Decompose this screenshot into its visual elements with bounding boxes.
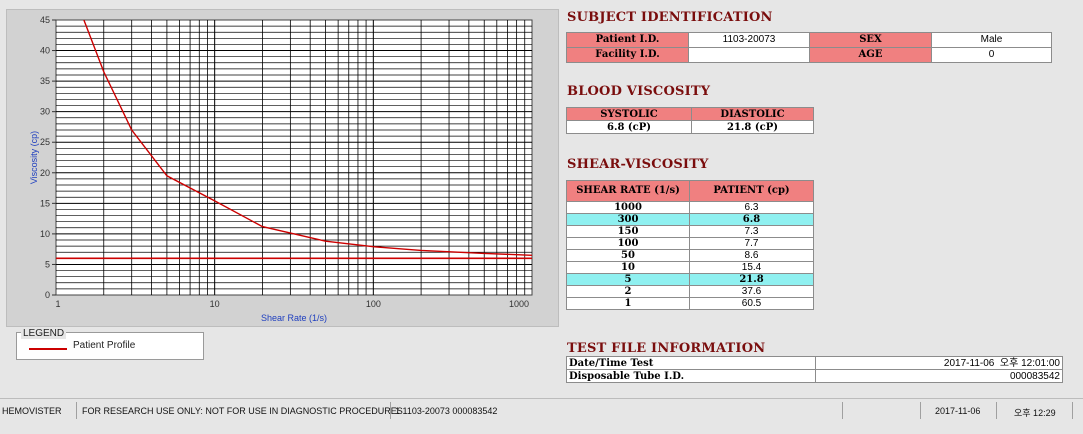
sex-value: Male	[931, 32, 1052, 48]
patient-cp-cell: 7.7	[689, 237, 814, 250]
y-tick-label: 0	[45, 290, 50, 300]
patient-cp-cell: 37.6	[689, 285, 814, 298]
y-tick-label: 20	[40, 168, 50, 178]
patient-cp-cell: 15.4	[689, 261, 814, 274]
shear-row: 100 7.7	[566, 237, 814, 250]
status-date: 2017-11-06	[935, 406, 981, 416]
series-line-patient-profile	[83, 19, 533, 256]
patient-cp-cell: 7.3	[689, 225, 814, 238]
tube-id-value: 000083542	[815, 369, 1063, 383]
shear-rate-cell: 100	[566, 237, 690, 250]
diastolic-label: DIASTOLIC	[691, 107, 814, 121]
subject-section-title: SUBJECT IDENTIFICATION	[567, 10, 773, 25]
shear-rate-cell: 150	[566, 225, 690, 238]
chart-panel: 0 5 10 15 20 25 30 35 40 45 1 10 100 1000 Shear Rate (…	[6, 9, 559, 327]
x-tick-label: 1	[55, 299, 60, 309]
status-bar	[0, 400, 1083, 422]
facility-id-label: Facility I.D.	[566, 47, 689, 63]
shear-viscosity-table: SHEAR RATE (1/s) PATIENT (cp) 1000 6.3 300…	[566, 180, 814, 310]
status-bar-top-border	[0, 398, 1083, 399]
shear-row: 1 60.5	[566, 297, 814, 310]
status-record: 1 1103-20073 000083542	[395, 406, 498, 416]
y-tick-label: 35	[40, 76, 50, 86]
shear-rate-header: SHEAR RATE (1/s)	[566, 180, 690, 202]
status-separator	[996, 402, 997, 419]
legend-swatch-patient-profile	[29, 348, 67, 350]
shear-rate-cell: 10	[566, 261, 690, 274]
sex-label: SEX	[809, 32, 932, 48]
shear-row: 2 37.6	[566, 285, 814, 298]
tube-id-label: Disposable Tube I.D.	[566, 369, 816, 383]
x-tick-label: 10	[210, 299, 220, 309]
datetime-value: 2017-11-06 오후 12:01:00	[815, 356, 1063, 370]
patient-id-label: Patient I.D.	[566, 32, 689, 48]
patient-id-value: 1103-20073	[688, 32, 810, 48]
viscosity-chart: 0 5 10 15 20 25 30 35 40 45 1 10 100 1000 Shear Rate (…	[29, 15, 533, 323]
shear-rate-cell: 1000	[566, 201, 690, 214]
y-tick-label: 5	[45, 259, 50, 269]
blood-viscosity-table: SYSTOLIC DIASTOLIC 6.8 (cP) 21.8 (cP)	[566, 107, 814, 134]
shear-row: 150 7.3	[566, 225, 814, 238]
blood-section-title: BLOOD VISCOSITY	[567, 84, 711, 99]
shear-section-title: SHEAR-VISCOSITY	[567, 157, 709, 172]
systolic-value: 6.8 (cP)	[566, 120, 692, 134]
patient-cp-cell: 21.8	[689, 273, 814, 286]
shear-rate-cell: 5	[566, 273, 690, 286]
subject-table: Patient I.D. 1103-20073 SEX Male Facilit…	[566, 32, 1052, 63]
patient-cp-cell: 60.5	[689, 297, 814, 310]
y-tick-label: 40	[40, 46, 50, 56]
shear-rate-cell: 1	[566, 297, 690, 310]
testfile-table: Date/Time Test 2017-11-06 오후 12:01:00 Di…	[566, 356, 1063, 383]
status-separator	[1072, 402, 1073, 419]
diastolic-value: 21.8 (cP)	[691, 120, 814, 134]
y-tick-label: 30	[40, 107, 50, 117]
patient-cp-header: PATIENT (cp)	[689, 180, 814, 202]
datetime-label: Date/Time Test	[566, 356, 816, 370]
status-notice: FOR RESEARCH USE ONLY: NOT FOR USE IN DI…	[82, 406, 403, 416]
patient-cp-cell: 6.3	[689, 201, 814, 214]
shear-row: 50 8.6	[566, 249, 814, 262]
legend-title: LEGEND	[21, 328, 67, 339]
age-value: 0	[931, 47, 1052, 63]
systolic-label: SYSTOLIC	[566, 107, 692, 121]
status-separator	[842, 402, 843, 419]
status-app-name: HEMOVISTER	[2, 406, 62, 416]
age-label: AGE	[809, 47, 932, 63]
status-separator	[390, 402, 391, 419]
shear-row: 1000 6.3	[566, 201, 814, 214]
shear-rate-cell: 50	[566, 249, 690, 262]
shear-rate-cell: 300	[566, 213, 690, 226]
x-tick-label: 1000	[509, 299, 529, 309]
status-separator	[920, 402, 921, 419]
y-axis-title: Viscosity (cp)	[29, 131, 39, 184]
y-tick-label: 10	[40, 229, 50, 239]
legend-label-patient-profile: Patient Profile	[73, 340, 136, 351]
y-tick-label: 25	[40, 137, 50, 147]
shear-rate-cell: 2	[566, 285, 690, 298]
y-tick-label: 45	[40, 15, 50, 25]
shear-row: 5 21.8	[566, 273, 814, 286]
status-separator	[76, 402, 77, 419]
patient-cp-cell: 8.6	[689, 249, 814, 262]
testfile-section-title: TEST FILE INFORMATION	[567, 341, 766, 356]
plot-area	[55, 19, 533, 296]
status-time: 오후 12:29	[1014, 408, 1056, 418]
shear-row: 300 6.8	[566, 213, 814, 226]
facility-id-value	[688, 47, 810, 63]
shear-row: 10 15.4	[566, 261, 814, 274]
y-tick-label: 15	[40, 198, 50, 208]
x-axis-title: Shear Rate (1/s)	[261, 313, 327, 323]
x-tick-label: 100	[366, 299, 381, 309]
patient-cp-cell: 6.8	[689, 213, 814, 226]
